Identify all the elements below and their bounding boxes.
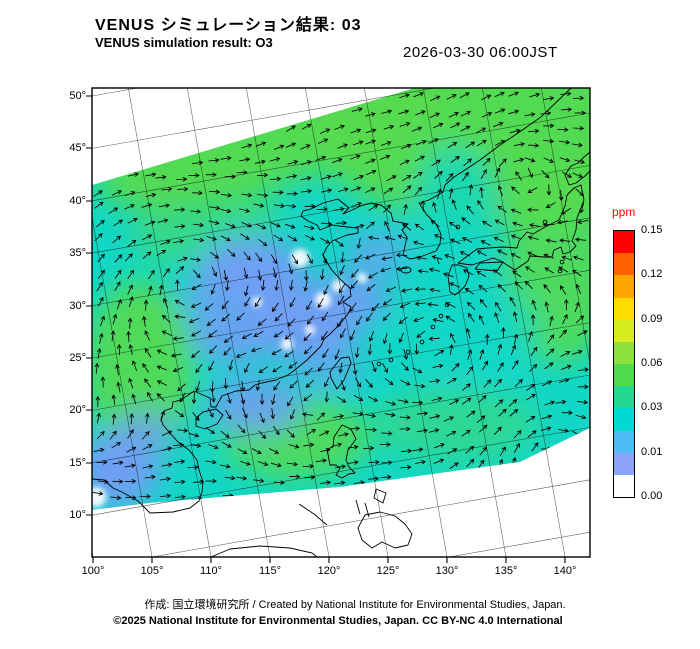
colorbar-step [614,275,634,298]
lat-tick-label: 30° [69,300,86,312]
datetime-label: 2026-03-30 06:00JST [403,44,558,61]
colorbar-tick-value: 0.00 [641,490,663,502]
lat-tick-label: 10° [69,509,86,521]
lat-tick-label: 50° [69,90,86,102]
lon-tick-label: 125° [376,565,400,577]
lat-tick-label: 45° [69,142,86,154]
colorbar-step [614,430,634,453]
colorbar-step [614,364,634,387]
lon-tick-label: 120° [317,565,341,577]
title-japanese: VENUS シミュレーション結果: 03 [95,17,362,34]
lon-tick-label: 110° [200,565,222,577]
lon-tick-label: 135° [494,565,518,577]
colorbar-tick-value: 0.03 [641,401,663,414]
lat-tick-label: 40° [69,195,86,207]
lat-tick-label: 20° [69,404,86,416]
colorbar-step [614,297,634,320]
o3-concentration-field [92,88,590,510]
lon-tick-label: 105° [140,565,164,577]
lon-tick-label: 140° [553,565,577,577]
colorbar-unit-label: ppm [612,205,636,219]
colorbar-tick-value: 0.09 [641,312,663,325]
map-frame [91,87,591,558]
lon-tick-label: 100° [81,565,105,577]
colorbar-step [614,474,634,498]
lat-tick-label: 25° [69,352,86,364]
colorbar-tick-value: 0.01 [641,445,663,458]
colorbar-step [614,408,634,431]
colorbar-tick-value: 0.06 [641,357,663,369]
colorbar-step [614,341,634,365]
colorbar-step [614,231,634,254]
credit-text: 作成: 国立環境研究所 / Created by National Instit… [144,599,566,611]
colorbar-step [614,386,634,409]
colorbar-step [614,319,634,342]
colorbar-tick-value: 0.12 [641,268,663,281]
lon-tick-label: 115° [259,565,281,577]
colorbar-step [614,253,634,276]
lon-tick-label: 130° [435,565,459,577]
colorbar [613,230,635,498]
wind-vectors [92,91,590,502]
copyright-text: ©2025 National Institute for Environment… [113,615,563,627]
colorbar-step [614,452,634,475]
title-english: VENUS simulation result: O3 [95,35,273,50]
axis-ticks [86,95,566,563]
lat-tick-label: 15° [69,457,86,469]
lat-tick-label: 35° [69,247,86,259]
graticule [92,88,590,557]
colorbar-tick-value: 0.15 [641,224,663,236]
